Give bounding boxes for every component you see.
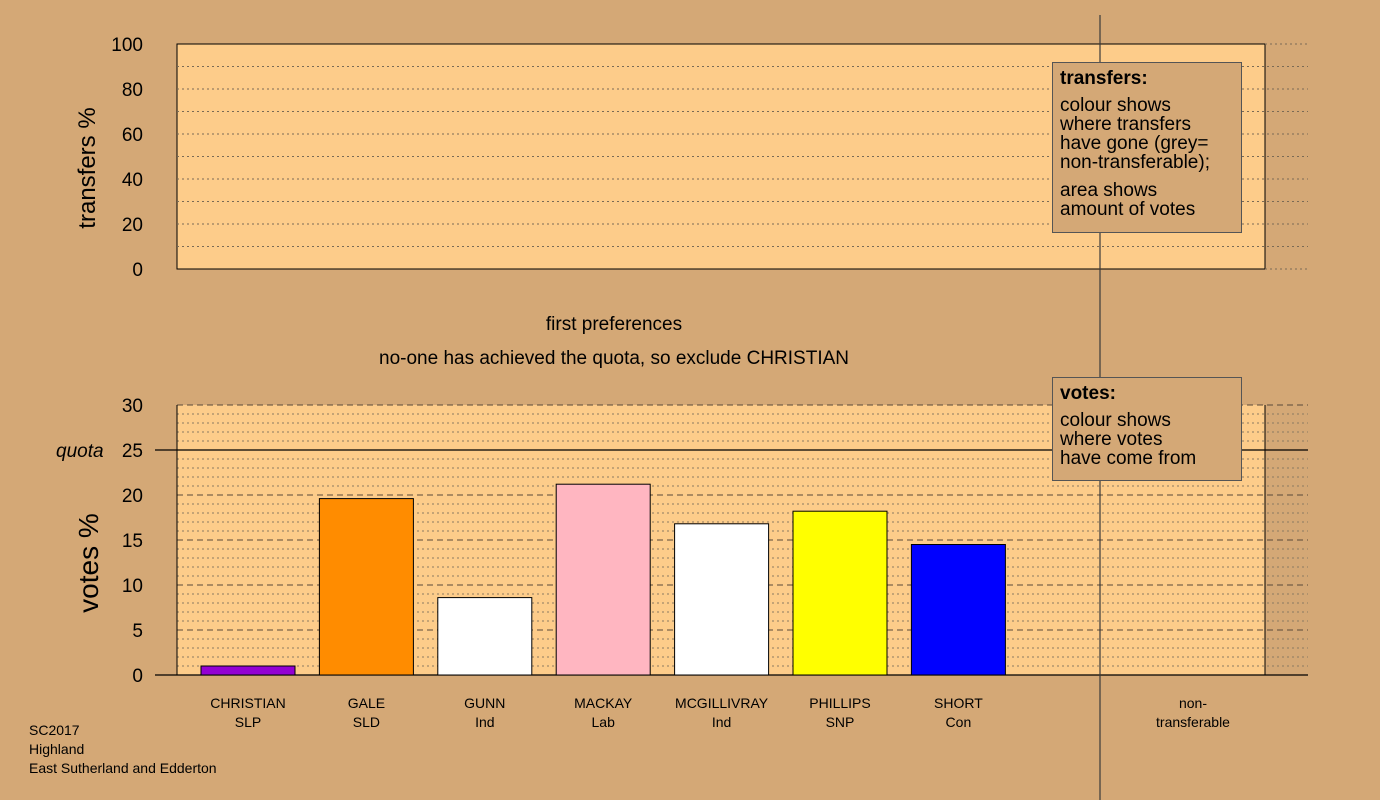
transfers-legend-title: transfers: [1060, 68, 1148, 89]
transfers-legend-line: non-transferable); [1060, 152, 1210, 173]
transfers-tick-label: 100 [111, 35, 143, 56]
votes-tick-label: 10 [122, 576, 143, 597]
candidate-label: MCGILLIVRAY [675, 695, 769, 711]
transfers-tick-label: 80 [122, 80, 143, 101]
footer-council: Highland [29, 741, 85, 757]
transfers-legend-line: area shows [1060, 180, 1158, 201]
bar-christian [200, 665, 296, 676]
quota-label: quota [56, 441, 104, 462]
footer-ward: East Sutherland and Edderton [29, 760, 217, 776]
constituency-footer: SC2017 Highland East Sutherland and Edde… [29, 721, 217, 778]
non-transferable-label: transferable [1156, 714, 1230, 730]
votes-legend-line: where votes [1060, 429, 1163, 450]
party-label: Con [946, 714, 972, 730]
party-label: SNP [826, 714, 855, 730]
votes-tick-label: 20 [122, 486, 143, 507]
transfers-tick-label: 20 [122, 215, 143, 236]
bar-gale [318, 498, 414, 676]
bar-short [910, 544, 1006, 676]
transfers-legend-line: amount of votes [1060, 199, 1196, 220]
votes-legend-title: votes: [1060, 383, 1116, 404]
votes-legend-line: have come from [1060, 448, 1197, 469]
votes-tick-label: 25 [122, 441, 143, 462]
transfers-tick-label: 0 [132, 260, 143, 281]
candidate-label: PHILLIPS [809, 695, 870, 711]
bar-phillips [792, 510, 888, 676]
non-transferable-label: non- [1179, 695, 1207, 711]
votes-legend-line: colour shows [1060, 410, 1171, 431]
votes-tick-label: 30 [122, 396, 143, 417]
votes-legend: votes: colour shows where votes have com… [1052, 377, 1242, 481]
transfers-axis-label: transfers % [74, 107, 101, 228]
candidate-label: CHRISTIAN [210, 695, 285, 711]
votes-axis-label: votes % [73, 513, 104, 613]
party-label: Lab [592, 714, 616, 730]
transfers-legend-line: where transfers [1060, 114, 1191, 135]
transfers-legend-line: colour shows [1060, 95, 1171, 116]
votes-tick-label: 5 [132, 621, 143, 642]
transfers-legend: transfers: colour shows where transfers … [1052, 62, 1242, 233]
votes-tick-label: 15 [122, 531, 143, 552]
party-label: Ind [475, 714, 494, 730]
stage-heading: first preferences [546, 314, 682, 335]
votes-tick-label: 0 [132, 666, 143, 687]
footer-election: SC2017 [29, 722, 80, 738]
candidate-label: GUNN [464, 695, 505, 711]
party-label: SLD [353, 714, 380, 730]
party-label: Ind [712, 714, 731, 730]
transfers-legend-line: have gone (grey= [1060, 133, 1209, 154]
party-label: SLP [235, 714, 261, 730]
transfers-tick-label: 60 [122, 125, 143, 146]
bar-gunn [437, 597, 533, 676]
candidate-label: GALE [348, 695, 385, 711]
transfers-tick-label: 40 [122, 170, 143, 191]
candidate-label: MACKAY [574, 695, 633, 711]
candidate-label: SHORT [934, 695, 983, 711]
bar-mackay [555, 483, 651, 676]
bar-mcgillivray [674, 523, 770, 676]
stage-message: no-one has achieved the quota, so exclud… [379, 348, 849, 369]
